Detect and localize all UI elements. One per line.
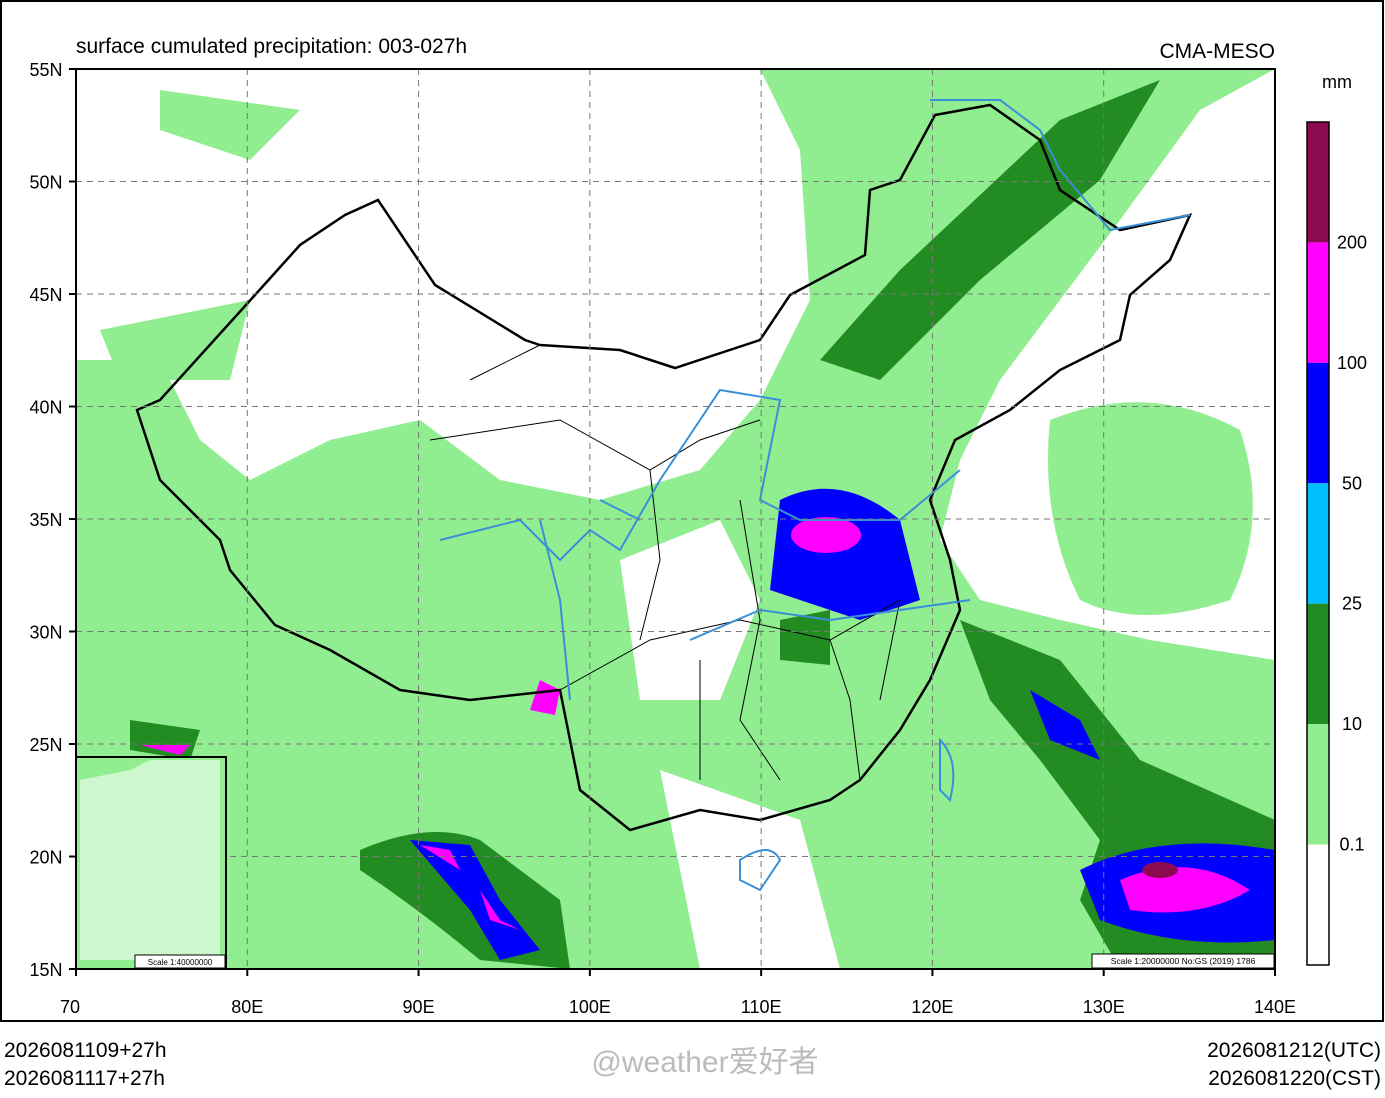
precip-extreme (530, 680, 560, 715)
colorbar-swatch (1307, 362, 1329, 484)
lat-label: 45N (29, 285, 62, 305)
valid-time-cst: 2026081220(CST) (1208, 1067, 1381, 1090)
province-border (429, 344, 901, 781)
dry-area (620, 520, 760, 700)
precip-heavy (1030, 690, 1100, 760)
precip-moderate (780, 610, 830, 665)
colorbar-swatch (1307, 242, 1329, 363)
colorbar-frame (1306, 121, 1330, 966)
inset-scale-box (134, 954, 226, 969)
dry-area (660, 770, 840, 969)
colorbar-swatch (1307, 603, 1329, 725)
precip-light (1048, 402, 1253, 615)
inset-scale: Scale 1:40000000 (148, 958, 213, 967)
precip-light (100, 90, 300, 380)
precip-extreme (1120, 867, 1250, 913)
lat-label: 40N (29, 398, 62, 418)
map (76, 69, 1275, 969)
lon-label: 70 (60, 997, 80, 1017)
colorbar-label: 0.1 (1339, 835, 1364, 855)
precip-heavy (410, 840, 540, 960)
lat-label: 30N (29, 623, 62, 643)
legend-unit: mm (1322, 72, 1352, 92)
colorbar-label: 50 (1342, 473, 1362, 493)
colorbar-label: 10 (1342, 714, 1362, 734)
colorbar-swatch (1307, 724, 1329, 845)
lon-label: 90E (403, 997, 435, 1017)
precip-moderate (820, 80, 1160, 380)
init-time-utc: 2026081109+27h (4, 1039, 167, 1062)
lat-label: 50N (29, 173, 62, 193)
lon-label: 100E (569, 997, 611, 1017)
colorbar-label: 25 (1342, 594, 1362, 614)
river-coast (439, 99, 1191, 892)
colorbar (1306, 121, 1330, 966)
precip-extreme (791, 517, 861, 553)
lat-label: 25N (29, 735, 62, 755)
lat-label: 35N (29, 510, 62, 530)
dry-area (76, 69, 810, 500)
lat-label: 15N (29, 960, 62, 980)
map-frame (75, 68, 1276, 970)
precip-peak (1142, 862, 1178, 878)
lon-label: 140E (1254, 997, 1296, 1017)
grid (69, 68, 1276, 976)
country-border (135, 103, 1193, 832)
watermark: @weather爱好者 (591, 1046, 818, 1079)
lat-label: 20N (29, 848, 62, 868)
colorbar-label: 200 (1337, 232, 1367, 252)
lat-label: 55N (29, 60, 62, 80)
lon-label: 80E (231, 997, 263, 1017)
lon-label: 130E (1083, 997, 1125, 1017)
colorbar-label: 100 (1337, 353, 1367, 373)
inset-sea (80, 760, 220, 960)
lon-label: 110E (741, 997, 782, 1017)
lon-label: 120E (911, 997, 953, 1017)
valid-time-utc: 2026081212(UTC) (1207, 1039, 1381, 1062)
scale-box (1091, 953, 1275, 969)
colorbar-swatch (1307, 483, 1329, 604)
init-time-cst: 2026081117+27h (4, 1067, 165, 1090)
colorbar-swatch (1307, 844, 1329, 965)
precip-extreme (140, 745, 190, 755)
model-name: CMA-MESO (1160, 40, 1276, 63)
chart-title: surface cumulated precipitation: 003-027… (76, 35, 467, 58)
colorbar-swatch (1307, 122, 1329, 243)
map-scale: Scale 1:20000000 No:GS (2019) 1786 (1111, 956, 1256, 966)
